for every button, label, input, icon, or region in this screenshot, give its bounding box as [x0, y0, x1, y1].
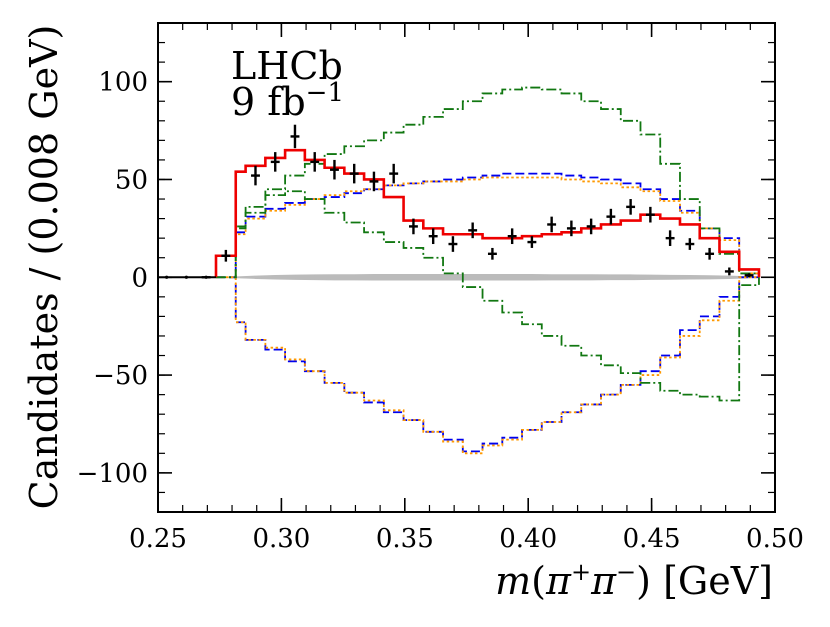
ticks-layer: 0.25 0.30 0.35 0.40 0.45 0.50 −100 −50 0 50 100 — [77, 22, 804, 554]
data-point — [369, 171, 379, 192]
data-point — [645, 206, 655, 223]
series-layer — [214, 86, 761, 455]
x-tick-label: 0.30 — [252, 524, 310, 554]
x-tick-label: 0.40 — [499, 524, 557, 554]
x-axis-label-sup2: − — [616, 558, 636, 586]
x-tick-label: 0.25 — [129, 524, 187, 554]
x-tick-label: 0.45 — [623, 524, 681, 554]
data-point — [409, 218, 418, 235]
data-point — [606, 208, 616, 225]
data-point — [586, 218, 596, 235]
data-point — [487, 247, 497, 260]
data-point — [547, 216, 557, 233]
data-point — [566, 220, 576, 237]
data-point — [724, 267, 734, 276]
data-points-layer — [158, 124, 754, 279]
data-point — [389, 163, 399, 184]
luminosity-value: 9 fb — [231, 80, 306, 124]
x-axis-label-close: ) — [636, 559, 651, 603]
x-tick-label: 0.50 — [746, 524, 804, 554]
data-point — [349, 163, 359, 184]
data-point — [468, 222, 478, 239]
data-point — [290, 124, 300, 149]
data-point — [744, 273, 754, 278]
data-point — [428, 228, 438, 245]
y-tick-label: 100 — [98, 68, 148, 98]
x-axis-label-pi2: π — [590, 559, 617, 603]
series-component-a — [216, 172, 760, 279]
y-tick-label: 0 — [131, 263, 148, 293]
plot-area — [157, 22, 776, 513]
data-point — [330, 159, 339, 180]
experiment-label: LHCb — [231, 44, 343, 88]
data-point — [685, 238, 695, 250]
annotation-group: LHCb 9 fb−1 — [231, 44, 344, 124]
y-axis-label: Candidates / (0.008 GeV) — [22, 25, 66, 510]
series-component-b — [216, 176, 760, 279]
luminosity-exponent: −1 — [306, 78, 344, 108]
data-point — [270, 152, 280, 172]
x-tick-label: 0.35 — [376, 524, 434, 554]
y-tick-label: −100 — [77, 459, 148, 489]
zero-bin-marker — [184, 275, 188, 279]
data-point — [705, 247, 715, 260]
data-point — [626, 199, 636, 215]
series-background — [216, 274, 759, 281]
series-component-a — [216, 276, 759, 453]
x-axis-label-pi1: π — [545, 559, 572, 603]
x-axis-label-m: m — [495, 559, 531, 603]
plot-frame — [157, 22, 776, 513]
data-point — [665, 230, 675, 246]
data-point — [251, 165, 260, 186]
luminosity-label: 9 fb−1 — [231, 78, 344, 124]
data-point — [527, 236, 537, 248]
x-axis-label-unit: [GeV] — [651, 559, 773, 603]
x-axis-label-open: ( — [531, 559, 546, 603]
y-tick-label: −50 — [93, 361, 148, 391]
data-point — [221, 249, 231, 262]
series-component-b — [216, 276, 759, 455]
x-axis-label-sup1: + — [571, 558, 591, 586]
series-component-c-upper — [216, 86, 760, 279]
y-tick-label: 50 — [115, 165, 148, 195]
x-axis-label: m(π+π−) [GeV] — [495, 558, 773, 603]
series-component-c-lower — [216, 190, 760, 402]
data-point — [448, 236, 458, 252]
series-fit-total — [214, 148, 761, 278]
data-point — [310, 152, 320, 172]
data-point — [507, 228, 517, 245]
